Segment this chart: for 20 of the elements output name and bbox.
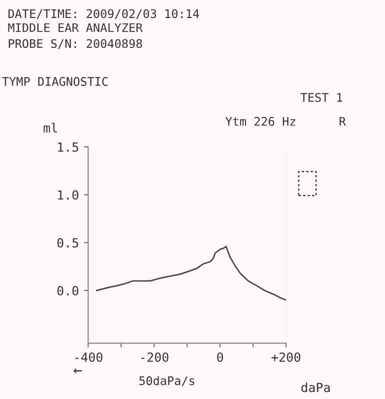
chart-subtitle: Ytm 226 Hz — [225, 116, 296, 126]
x-tick-label: -400 — [75, 352, 102, 362]
x-tick-label: 0 — [217, 352, 224, 362]
text: 50daPa/s — [139, 376, 194, 386]
y-tick-label: 0.0 — [57, 286, 78, 296]
line-series — [96, 246, 286, 301]
text: TEST 1 — [300, 92, 342, 102]
text: R — [340, 117, 346, 126]
x-tick-label: -200 — [141, 352, 168, 362]
y-tick-label: 0.5 — [57, 238, 78, 248]
x-axis-title: daPa — [301, 382, 330, 392]
y-tick-label: 1.0 — [58, 190, 78, 200]
y-axis-title: ml — [44, 122, 57, 132]
text: MIDDLE EAR ANALYZER — [8, 23, 143, 32]
y-tick-label: 1.5 — [58, 142, 78, 152]
x-tick-label: +200 — [272, 352, 300, 362]
chart-title: TYMP DIAGNOSTIC — [2, 77, 108, 86]
text: ← — [74, 368, 82, 374]
text: DATE/TIME: 2009/02/03 10:14 — [8, 9, 200, 20]
text: PROBE S/N: 20040898 — [8, 39, 142, 49]
